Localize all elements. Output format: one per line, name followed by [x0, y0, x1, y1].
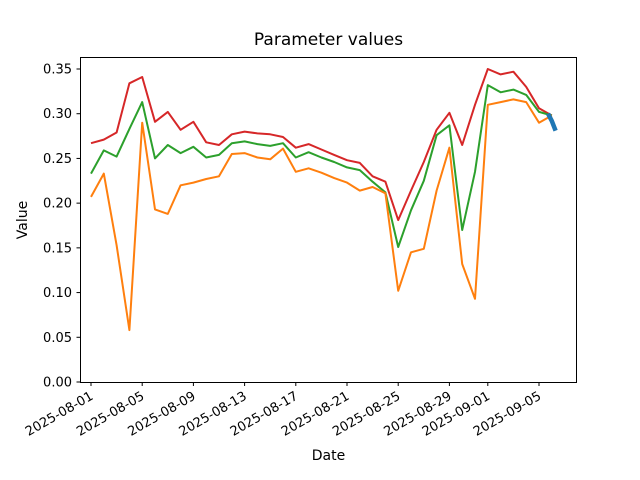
- orange-series-line: [90, 98, 553, 332]
- y-tick-label: 0.30: [43, 107, 72, 122]
- y-tick-label: 0.35: [43, 63, 72, 78]
- blue-series-line: [546, 112, 558, 132]
- plot-border: [80, 57, 577, 383]
- y-tick-label: 0.05: [43, 331, 72, 346]
- y-tick-label: 0.00: [43, 376, 72, 391]
- green-series-line: [90, 84, 553, 248]
- y-tick-label: 0.25: [43, 152, 72, 167]
- y-axis-ticks: 0.00 0.05 0.10 0.15 0.20 0.25 0.30 0.35: [43, 63, 81, 391]
- x-axis-label: Date: [312, 448, 345, 464]
- plot-series: [90, 68, 558, 332]
- y-tick-label: 0.15: [43, 241, 72, 256]
- y-tick-label: 0.20: [43, 197, 72, 212]
- red-series-line: [90, 68, 553, 222]
- y-tick-label: 0.10: [43, 286, 72, 301]
- x-axis-ticks: 2025-08-012025-08-052025-08-092025-08-13…: [23, 382, 544, 440]
- chart-title: Parameter values: [254, 30, 403, 50]
- y-axis-label: Value: [15, 201, 31, 239]
